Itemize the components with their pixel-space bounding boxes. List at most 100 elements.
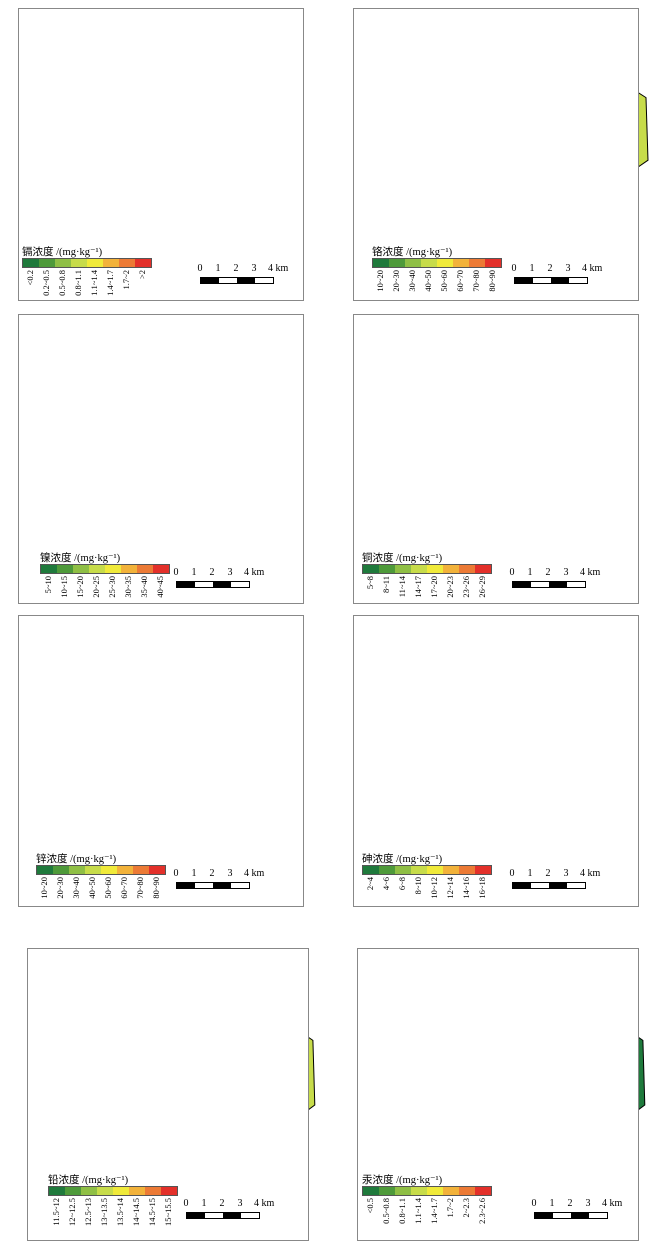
legend-swatch [71,259,87,267]
legend-swatch [119,259,135,267]
legend-class-label: 10~12 [429,877,439,899]
legend-class-label: 0.8~1.1 [73,270,83,296]
legend-class-label: 1.4~1.7 [105,270,115,296]
scale-segment [549,883,567,888]
legend-swatch [395,565,411,573]
scale-segment [567,582,585,587]
map-panel-cr [353,8,639,301]
scale-tick-label: 1 [529,263,535,274]
legend-swatch [379,1187,395,1195]
legend-swatch [475,1187,491,1195]
legend-class-label: 0.5~0.8 [381,1198,391,1224]
scale-segment [551,278,569,283]
scale-tick-label: 3 [227,567,233,578]
legend-swatch [389,259,405,267]
scale-tick-label: 3 [565,263,571,274]
legend-title: 锌浓度 /(mg·kg⁻¹) [36,854,117,865]
scale-segment [231,582,249,587]
scale-tick-label: 4 km [268,263,289,274]
legend-swatch [101,866,117,874]
scale-tick-label: 2 [567,1198,573,1209]
scale-segment [177,582,195,587]
legend-swatch [363,1187,379,1195]
legend-swatch [469,259,485,267]
legend-swatch [145,1187,161,1195]
legend-class-label: >2 [137,270,147,280]
legend-swatch [39,259,55,267]
scale-tick-label: 0 [531,1198,537,1209]
legend-swatch [55,259,71,267]
legend-class-label: 16~18 [477,877,487,899]
scale-tick-label: 1 [527,567,533,578]
scale-bar: 0 1 2 3 4 km [509,868,600,889]
legend-swatch [73,565,89,573]
legend-swatch [443,1187,459,1195]
scale-segment [515,278,533,283]
legend-swatch [105,565,121,573]
legend-class-label: 50~60 [103,877,113,899]
scale-tick-label: 2 [219,1198,225,1209]
scale-tick-label: 4 km [244,567,265,578]
legend-class-label: 12.5~13 [83,1198,93,1226]
legend-class-label: 2.3~2.6 [477,1198,487,1224]
legend-class-label: 50~60 [439,270,449,292]
legend-swatch [395,1187,411,1195]
legend-class-label: 60~70 [455,270,465,292]
scale-segment [513,582,531,587]
legend-swatch [153,565,169,573]
legend-class-label: 13.5~14 [115,1198,125,1226]
legend-swatch [475,565,491,573]
map-panel-cu [353,314,639,604]
legend-title: 铬浓度 /(mg·kg⁻¹) [372,247,453,258]
scale-bar: 0 1 2 3 4 km [531,1198,622,1219]
legend-swatch [81,1187,97,1195]
scale-tick-label: 3 [251,263,257,274]
scale-tick-label: 2 [545,567,551,578]
legend-color-bar [48,1186,178,1196]
legend-swatch [363,866,379,874]
legend-class-label: 40~50 [87,877,97,899]
legend-title: 铅浓度 /(mg·kg⁻¹) [48,1175,129,1186]
legend-swatch [161,1187,177,1195]
scale-tick-label: 1 [201,1198,207,1209]
legend-class-label: 15~20 [75,576,85,598]
scale-segment [177,883,195,888]
legend-title: 镉浓度 /(mg·kg⁻¹) [22,247,103,258]
legend-swatch [453,259,469,267]
legend-class-label: 60~70 [119,877,129,899]
scale-segment [567,883,585,888]
scale-tick-label: 1 [215,263,221,274]
scale-segment [195,582,213,587]
legend-title: 铜浓度 /(mg·kg⁻¹) [362,553,443,564]
legend-class-label: 0.5~0.8 [57,270,67,296]
scale-tick-label: 0 [183,1198,189,1209]
scale-segment [195,883,213,888]
map-panel-as [353,615,639,907]
scale-tick-label: 0 [509,868,515,879]
legend-swatch [459,1187,475,1195]
legend-class-label: 14.5~15 [147,1198,157,1226]
scale-segment [553,1213,571,1218]
scale-tick-label: 0 [511,263,517,274]
scale-tick-label: 4 km [602,1198,623,1209]
legend-swatch [363,565,379,573]
legend-class-label: 1.4~1.7 [429,1198,439,1224]
scale-segment [241,1213,259,1218]
legend-class-label: 70~80 [471,270,481,292]
legend-class-label: 1.7~2 [445,1198,455,1218]
legend-swatch [37,866,53,874]
legend-class-label: 20~30 [391,270,401,292]
legend-class-label: 0.8~1.1 [397,1198,407,1224]
scale-tick-label: 1 [549,1198,555,1209]
scale-segment [213,582,231,587]
scale-tick-label: 3 [563,868,569,879]
legend-class-label: 30~35 [123,576,133,598]
map-panel-zn [18,615,304,907]
legend-swatch [411,1187,427,1195]
legend-swatch [379,565,395,573]
legend-class-label: 12~14 [445,877,455,899]
legend-class-label: 15~15.5 [163,1198,173,1226]
legend-class-label: 0.2~0.5 [41,270,51,296]
scale-bar: 0 1 2 3 4 km [174,567,264,588]
legend-swatch [65,1187,81,1195]
